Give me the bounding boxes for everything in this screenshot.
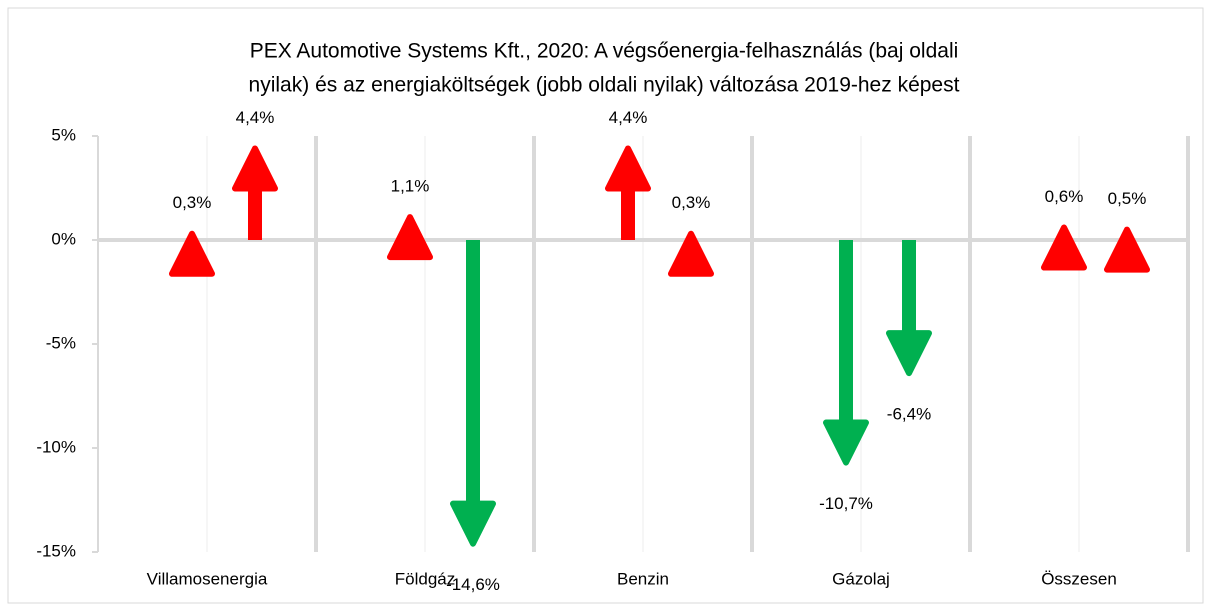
chart-title: PEX Automotive Systems Kft., 2020: A vég… [250,40,959,63]
chart-border [7,7,1204,604]
x-tick-label: Gázolaj [832,569,890,588]
data-label: -14,6% [446,575,500,594]
y-tick-label: -10% [36,437,76,456]
x-tick-label: Összesen [1041,569,1117,588]
arrow [450,240,496,547]
data-label: -10,7% [819,494,873,513]
arrow [232,145,278,240]
x-tick-label: Földgáz [395,569,455,588]
data-label: 0,3% [672,193,711,212]
y-tick-label: -15% [36,541,76,560]
y-tick-label: 0% [51,229,76,248]
arrow [1104,226,1150,273]
chart-title: nyilak) és az energiaköltségek (jobb old… [249,74,960,97]
arrow [169,230,215,277]
arrow [1041,224,1087,271]
data-label: -6,4% [887,405,931,424]
data-label: 0,5% [1108,189,1147,208]
data-label: 0,3% [173,193,212,212]
y-tick-label: -5% [46,333,76,352]
arrow [886,240,932,377]
y-tick-label: 5% [51,125,76,144]
data-label: 4,4% [609,108,648,127]
data-label: 4,4% [236,108,275,127]
x-tick-label: Villamosenergia [147,569,268,588]
data-label: 0,6% [1045,187,1084,206]
data-label: 1,1% [391,177,430,196]
arrow [387,214,433,261]
arrow [668,230,714,277]
arrow [823,240,869,466]
arrow [605,145,651,240]
x-tick-label: Benzin [617,569,669,588]
